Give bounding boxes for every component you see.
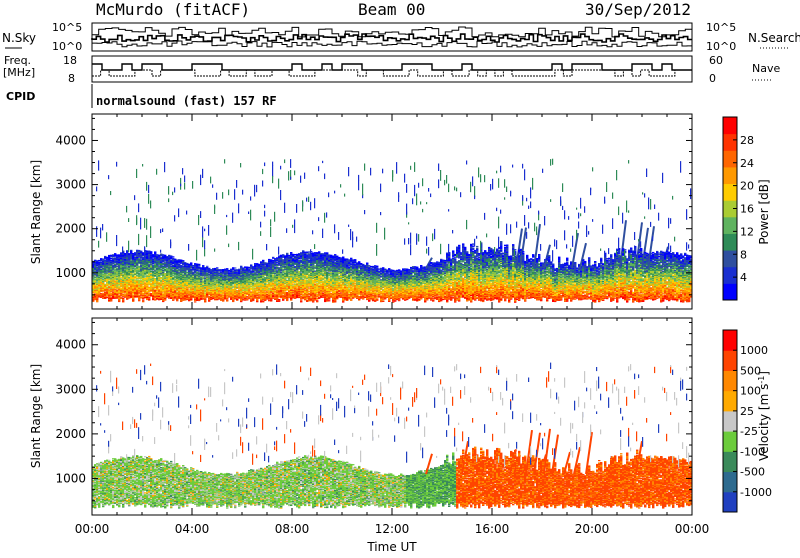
colorbar-tick-label: 1000 — [740, 344, 768, 357]
colorbar-swatch — [723, 233, 737, 250]
xtick-label: 00:00 — [75, 522, 110, 536]
ytick-label: 2000 — [55, 427, 86, 441]
ytick-label: 1000 — [55, 266, 86, 280]
ytick-label: 4000 — [55, 338, 86, 352]
colorbar-swatch — [723, 492, 737, 513]
colorbar-tick-label: 24 — [740, 157, 754, 170]
cpid-label: CPID — [6, 90, 35, 103]
noise-right-tick-low: 10^0 — [706, 40, 736, 53]
colorbar-swatch — [723, 134, 737, 151]
freq-traces — [92, 64, 692, 76]
freq-nave-panel: Freq. [MHz] 18 8 60 0 Nave — [3, 54, 780, 85]
noise-traces — [92, 27, 692, 47]
noise-panel: N.Sky N.Search 10^5 10^0 10^5 10^0 — [2, 21, 800, 53]
colorbar-swatch — [723, 267, 737, 284]
nave-tick-low: 0 — [709, 72, 716, 85]
power-heatmap — [92, 159, 692, 303]
colorbar-tick-label: 20 — [740, 180, 754, 193]
velocity-panel: 1000 2000 3000 4000 00:00 04:00 08:00 12:00 16:0… — [29, 318, 772, 536]
date-title: 30/Sep/2012 — [585, 0, 691, 19]
colorbar-tick-label: 28 — [740, 134, 754, 147]
colorbar-swatch — [723, 451, 737, 472]
colorbar-swatch — [723, 330, 737, 351]
power-colorbar: 28 24 20 16 12 8 4 — [723, 117, 754, 301]
colorbar-tick-label: 8 — [740, 248, 747, 261]
colorbar-swatch — [723, 283, 737, 300]
xtick-label: 16:00 — [475, 522, 510, 536]
velocity-colorbar-label: Velocity [m s-1] — [757, 371, 772, 461]
colorbar-swatch — [723, 167, 737, 184]
colorbar-tick-label: -1000 — [740, 486, 772, 499]
noise-right-tick-high: 10^5 — [706, 21, 736, 34]
colorbar-swatch — [723, 117, 737, 134]
velocity-ylabel: Slant Range [km] — [29, 364, 43, 468]
ytick-label: 3000 — [55, 178, 86, 192]
colorbar-swatch — [723, 472, 737, 493]
cpid-text: normalsound (fast) 157 RF — [96, 94, 277, 108]
ytick-label: 4000 — [55, 133, 86, 147]
colorbar-swatch — [723, 411, 737, 432]
colorbar-swatch — [723, 250, 737, 267]
freq-trace — [92, 64, 692, 70]
freq-tick-high: 18 — [63, 54, 77, 67]
beam-title: Beam 00 — [358, 0, 425, 19]
colorbar-tick-label: 16 — [740, 203, 754, 216]
nave-tick-high: 60 — [709, 54, 723, 67]
colorbar-tick-label: -500 — [740, 466, 765, 479]
noise-left-tick-low: 10^0 — [52, 40, 82, 53]
colorbar-swatch — [723, 150, 737, 167]
cpid-panel: CPID normalsound (fast) 157 RF — [6, 84, 277, 108]
xtick-label: 04:00 — [175, 522, 210, 536]
colorbar-swatch — [723, 431, 737, 452]
nave-trace — [92, 70, 692, 76]
power-ylabel: Slant Range [km] — [29, 160, 43, 264]
nave-label: Nave — [752, 62, 780, 75]
power-panel: 1000 2000 3000 4000 Slant Range [km] 28 24 20… — [29, 114, 771, 309]
freq-label-line2: [MHz] — [3, 66, 35, 79]
colorbar-swatch — [723, 370, 737, 391]
xtick-label: 00:00 — [675, 522, 710, 536]
ytick-label: 1000 — [55, 471, 86, 485]
colorbar-swatch — [723, 350, 737, 371]
xtick-label: 12:00 — [375, 522, 410, 536]
xtick-label: 08:00 — [275, 522, 310, 536]
colorbar-tick-label: 12 — [740, 225, 754, 238]
noise-search-label: N.Search — [748, 31, 800, 45]
ytick-label: 2000 — [55, 222, 86, 236]
colorbar-tick-label: 4 — [740, 271, 747, 284]
station-title: McMurdo (fitACF) — [96, 0, 250, 19]
ytick-label: 3000 — [55, 382, 86, 396]
freq-tick-low: 8 — [68, 72, 75, 85]
power-colorbar-label: Power [dB] — [757, 179, 771, 244]
noise-left-tick-high: 10^5 — [52, 21, 82, 34]
time-xlabel: Time UT — [366, 540, 417, 554]
xtick-label: 20:00 — [575, 522, 610, 536]
colorbar-tick-label: -25 — [740, 425, 758, 438]
colorbar-tick-label: 25 — [740, 405, 754, 418]
velocity-heatmap — [92, 363, 692, 509]
colorbar-swatch — [723, 391, 737, 412]
noise-sky-label: N.Sky — [2, 31, 36, 45]
